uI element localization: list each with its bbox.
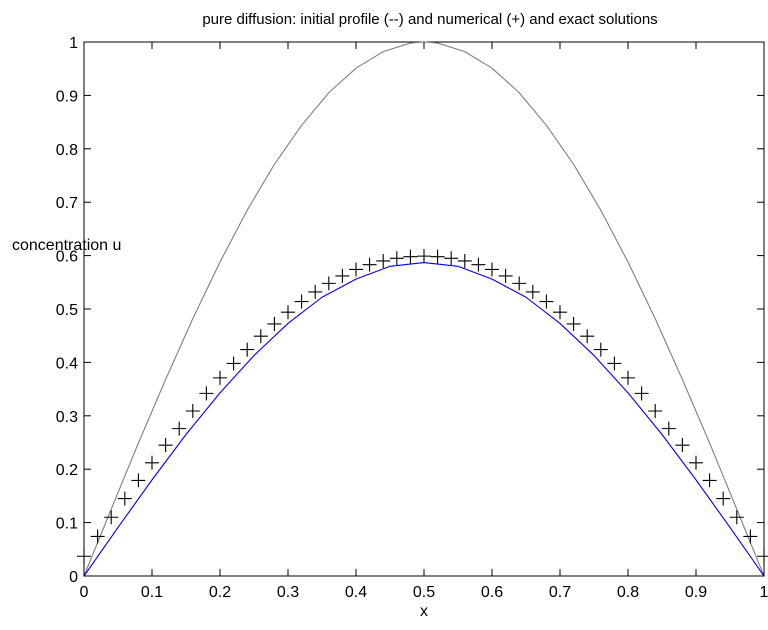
plus-marker (675, 438, 690, 453)
plus-marker (757, 549, 768, 564)
plus-marker (485, 262, 499, 277)
x-tick-label: 0 (80, 584, 89, 601)
plus-marker (702, 473, 717, 488)
plus-marker (621, 370, 635, 385)
plus-marker (172, 421, 187, 436)
plus-marker (90, 529, 105, 544)
y-axis-label: concentration u (12, 237, 121, 254)
plus-marker (213, 370, 227, 385)
x-tick-label: 0.7 (549, 584, 571, 601)
plus-marker (580, 329, 595, 344)
plus-marker (308, 284, 323, 299)
ticks-layer: 0 0.1 0.2 0.3 0.4 0.5 0.6 0.7 0.8 0.9 1 0 0.1 0.2 0.3 0… (56, 35, 768, 601)
y-tick-label: 0.1 (56, 516, 78, 533)
axes-frame (83, 41, 765, 577)
y-tick-label: 0.5 (56, 302, 78, 319)
y-tick-label: 0.6 (56, 249, 78, 266)
plus-marker (471, 257, 486, 272)
plus-marker (716, 491, 731, 506)
plot-area: 0 0.1 0.2 0.3 0.4 0.5 0.6 0.7 0.8 0.9 1 0 0.1 0.2 0.3 0… (56, 35, 768, 601)
x-axis-label: x (420, 603, 428, 620)
y-tick-label: 1 (69, 35, 78, 52)
plus-marker (634, 386, 649, 401)
x-tick-label: 0.1 (141, 584, 163, 601)
plus-marker (743, 529, 758, 544)
plus-marker (185, 403, 200, 418)
plus-marker (321, 276, 336, 291)
plus-marker (444, 251, 459, 266)
plus-marker (607, 356, 622, 371)
y-tick-label: 0.8 (56, 142, 78, 159)
plus-marker (362, 257, 377, 272)
plus-marker (226, 356, 241, 371)
plus-marker (117, 491, 132, 506)
plus-marker (349, 262, 363, 277)
plus-marker (376, 253, 391, 268)
y-tick-label: 0.7 (56, 195, 78, 212)
plus-marker (729, 510, 744, 525)
x-tick-label: 0.6 (481, 584, 503, 601)
plus-marker (525, 284, 540, 299)
plus-marker (281, 305, 295, 320)
y-tick-label: 0.2 (56, 462, 78, 479)
y-tick-label: 0.3 (56, 409, 78, 426)
plus-marker (253, 329, 268, 344)
plus-marker (648, 403, 663, 418)
plus-marker (335, 268, 350, 283)
plus-marker (145, 455, 159, 470)
plus-marker (566, 316, 581, 331)
plus-marker (457, 253, 472, 268)
x-tick-label: 1 (760, 584, 768, 601)
x-tick-label: 0.3 (277, 584, 299, 601)
plus-marker (661, 421, 676, 436)
plus-marker (593, 342, 608, 357)
plus-marker (104, 510, 119, 525)
plus-marker (403, 249, 418, 264)
series-layer (77, 41, 768, 577)
x-tick-label: 0.9 (685, 584, 707, 601)
x-tick-label: 0.2 (209, 584, 231, 601)
plus-marker (539, 294, 554, 309)
plus-marker (199, 386, 214, 401)
plus-marker (240, 342, 255, 357)
plus-marker (417, 249, 431, 264)
y-tick-label: 0 (69, 569, 78, 586)
numerical-solution-markers (77, 249, 768, 564)
y-tick-label: 0.9 (56, 88, 78, 105)
plus-marker (131, 473, 146, 488)
x-tick-label: 0.4 (345, 584, 367, 601)
plus-marker (689, 455, 703, 470)
plus-marker (498, 268, 513, 283)
chart-title: pure diffusion: initial profile (--) and… (202, 11, 657, 28)
x-tick-label: 0.5 (413, 584, 435, 601)
plus-marker (512, 276, 527, 291)
y-tick-label: 0.4 (56, 355, 78, 372)
plus-marker (294, 294, 309, 309)
plus-marker (430, 249, 445, 264)
plus-marker (267, 316, 282, 331)
x-tick-label: 0.8 (617, 584, 639, 601)
plus-marker (158, 438, 173, 453)
exact-solution-line (83, 261, 765, 577)
plus-marker (389, 251, 404, 266)
plus-marker (553, 305, 567, 320)
plus-marker (77, 549, 91, 564)
